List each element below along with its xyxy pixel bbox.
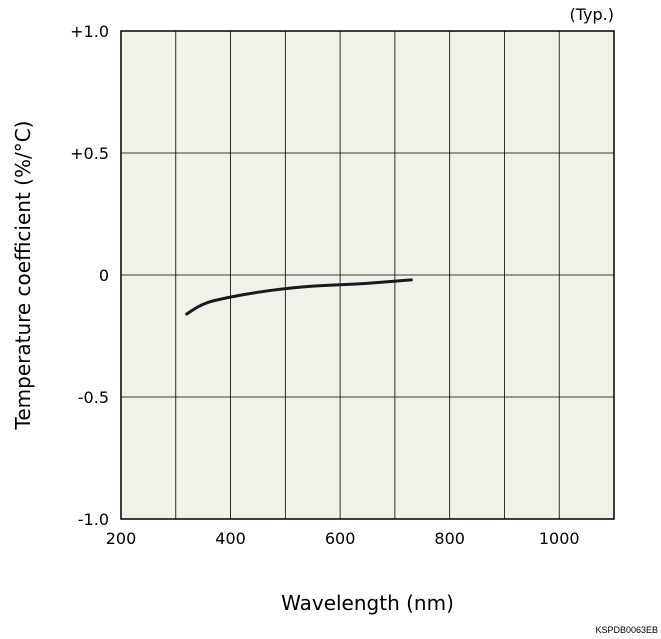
- figure-code: KSPDB0063EB: [595, 625, 658, 635]
- x-axis-title: Wavelength (nm): [281, 591, 454, 615]
- x-tick-label: 400: [215, 529, 246, 548]
- data-series: [185, 278, 413, 316]
- plot-frame: [120, 30, 615, 520]
- x-tick-label: 800: [434, 529, 465, 548]
- y-axis-ticks: +1.0 +0.5 0 -0.5 -1.0: [70, 22, 109, 529]
- y-tick-label: -0.5: [78, 388, 109, 407]
- y-axis-title: Temperature coefficient (%/°C): [11, 121, 35, 431]
- series-line: [185, 278, 413, 316]
- y-tick-label: +1.0: [70, 22, 109, 41]
- y-tick-label: +0.5: [70, 144, 109, 163]
- x-tick-label: 1000: [539, 529, 580, 548]
- typical-note: (Typ.): [570, 5, 614, 24]
- x-tick-label: 600: [325, 529, 356, 548]
- y-tick-label: -1.0: [78, 510, 109, 529]
- y-tick-label: 0: [99, 266, 109, 285]
- x-tick-label: 200: [106, 529, 137, 548]
- x-axis-ticks: 200 400 600 800 1000: [106, 529, 580, 548]
